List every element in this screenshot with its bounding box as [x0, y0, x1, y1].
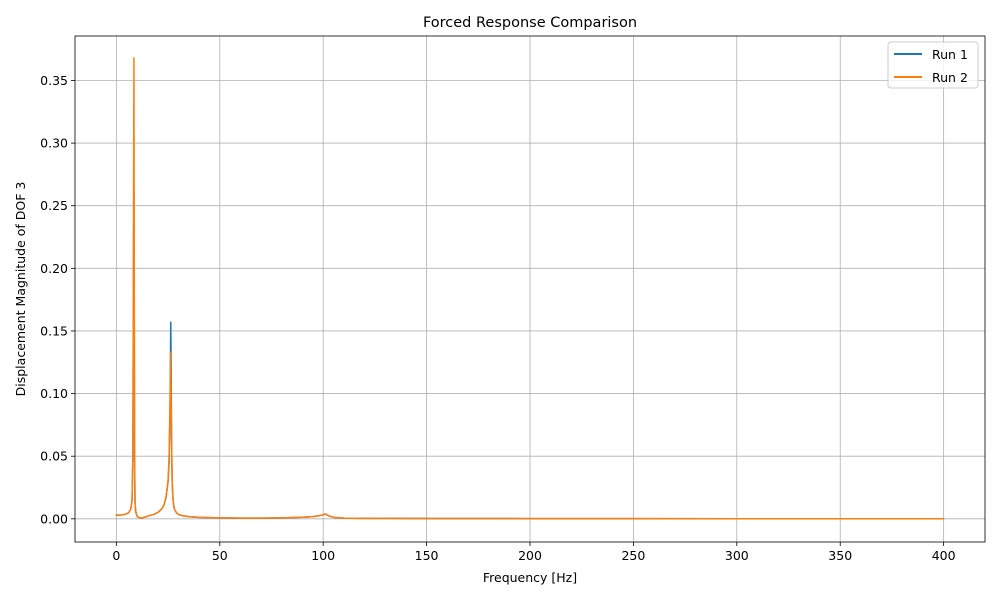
x-tick-label: 350: [828, 548, 852, 563]
x-tick-label: 200: [518, 548, 542, 563]
x-tick-label: 150: [415, 548, 439, 563]
y-tick-label: 0.15: [40, 323, 68, 338]
x-tick-label: 300: [725, 548, 749, 563]
y-tick-label: 0.20: [40, 261, 68, 276]
y-tick-label: 0.00: [40, 511, 68, 526]
y-tick-label: 0.30: [40, 136, 68, 151]
legend-label-run-1: Run 1: [932, 47, 968, 62]
legend-label-run-2: Run 2: [932, 70, 968, 85]
x-tick-label: 400: [932, 548, 956, 563]
y-tick-label: 0.10: [40, 386, 68, 401]
y-tick-label: 0.05: [40, 449, 68, 464]
y-axis-label: Displacement Magnitude of DOF 3: [13, 182, 28, 397]
legend: Run 1 Run 2: [887, 41, 979, 89]
grid: [75, 36, 985, 542]
x-axis-ticks: 0 50 100 150 200 250 300 350 400: [112, 542, 956, 563]
series-layer: [115, 57, 945, 520]
chart-title: Forced Response Comparison: [423, 15, 637, 31]
x-tick-label: 0: [112, 548, 120, 563]
y-tick-label: 0.25: [40, 198, 68, 213]
x-axis-label: Frequency [Hz]: [483, 570, 577, 585]
x-tick-label: 250: [621, 548, 645, 563]
x-tick-label: 100: [311, 548, 335, 563]
series-line-run-2: [115, 57, 945, 520]
y-tick-label: 0.35: [40, 73, 68, 88]
y-axis-ticks: 0.00 0.05 0.10 0.15 0.20 0.25 0.30 0.35: [40, 73, 75, 526]
x-tick-label: 50: [212, 548, 228, 563]
